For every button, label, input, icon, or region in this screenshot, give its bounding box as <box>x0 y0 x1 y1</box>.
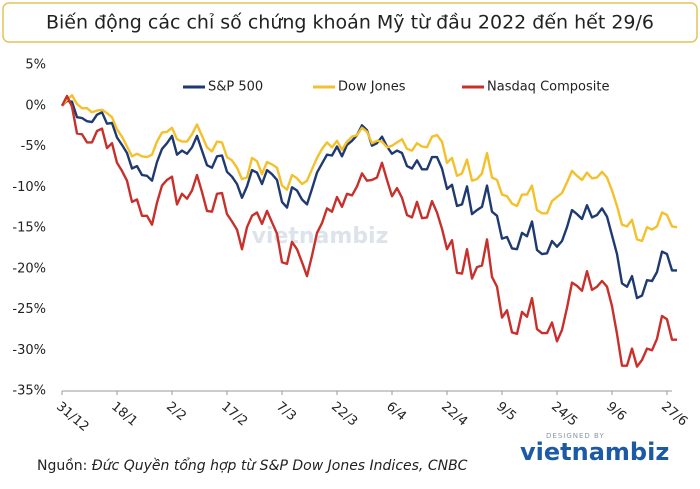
series-line <box>60 94 677 368</box>
y-tick-label: -30% <box>12 343 46 358</box>
x-tick-label: 17/2 <box>218 399 250 429</box>
chart-title: Biến động các chỉ số chứng khoán Mỹ từ đ… <box>46 12 654 34</box>
y-tick-label: 0% <box>25 98 46 113</box>
logo: vietnambiz <box>520 438 669 466</box>
x-tick-label: 9/6 <box>603 399 629 424</box>
logo-caption: DESIGNED BY <box>546 432 605 440</box>
x-tick-label: 22/3 <box>328 399 360 429</box>
x-tick-label: 9/5 <box>493 399 519 424</box>
y-tick-label: -15% <box>12 221 46 236</box>
series-line <box>61 99 677 300</box>
y-tick-label: -10% <box>12 180 46 195</box>
x-tick-label: 24/5 <box>548 399 580 429</box>
y-tick-label: -35% <box>12 384 46 399</box>
y-tick-label: -25% <box>12 302 46 317</box>
y-tick-label: -5% <box>21 139 46 154</box>
source-text: Đức Quyền tổng hợp từ S&P Dow Jones Indi… <box>92 457 468 474</box>
x-tick-label: 31/12 <box>53 399 91 435</box>
title-box <box>2 2 698 43</box>
legend-label: Dow Jones <box>338 80 406 95</box>
y-tick-label: 5% <box>25 58 46 73</box>
source-label: Nguồn: <box>37 457 87 474</box>
source: Nguồn: Đức Quyền tổng hợp từ S&P Dow Jon… <box>37 457 468 474</box>
x-tick-label: 7/3 <box>273 399 299 424</box>
x-tick-label: 2/2 <box>163 399 189 424</box>
y-tick-label: -20% <box>12 261 46 276</box>
series-line <box>61 94 678 243</box>
x-tick-label: 18/1 <box>108 399 140 429</box>
legend-label: S&P 500 <box>208 80 263 95</box>
x-tick-label: 27/6 <box>658 399 690 429</box>
legend-label: Nasdaq Composite <box>487 80 609 95</box>
x-tick-label: 6/4 <box>383 399 409 424</box>
x-tick-label: 22/4 <box>438 399 470 429</box>
